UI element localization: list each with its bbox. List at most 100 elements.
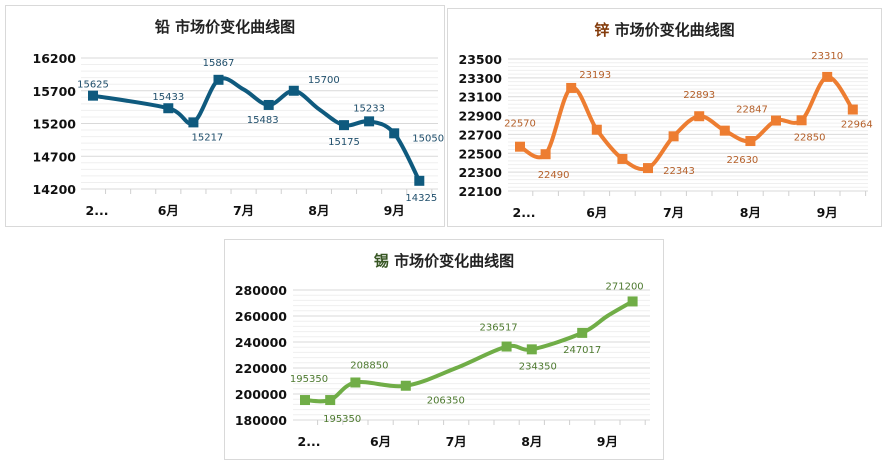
tin-plot: 180000 200000 220000 240000 260000 280000 2...…: [235, 281, 650, 449]
x-tick-label: 9月: [384, 203, 405, 218]
y-tick-label: 22100: [459, 184, 503, 199]
data-point-marker: [188, 117, 199, 128]
x-tick-label: 6月: [158, 203, 179, 218]
data-label: 247017: [563, 345, 601, 356]
data-label: 15700: [308, 75, 340, 86]
data-point-marker: [288, 85, 299, 96]
y-tick-label: 23300: [459, 71, 503, 86]
data-label: 15050: [412, 133, 444, 144]
data-label: 271200: [606, 281, 644, 292]
data-label: 234350: [519, 361, 557, 372]
data-label: 15483: [247, 115, 279, 126]
y-tick-label: 14200: [33, 182, 77, 197]
data-point-marker: [668, 131, 679, 142]
y-tick-label: 14700: [33, 149, 77, 164]
data-point-marker: [796, 115, 807, 126]
y-tick-label: 23500: [459, 52, 503, 67]
x-tick-label: 6月: [586, 205, 607, 220]
data-point-marker: [591, 124, 602, 135]
data-label: 23193: [579, 70, 611, 81]
data-point-marker: [822, 71, 833, 82]
data-point-marker: [566, 82, 577, 93]
data-label: 14325: [405, 193, 437, 204]
x-tick-label: 7月: [663, 205, 684, 220]
x-tick-label: 8月: [740, 205, 761, 220]
data-point-marker: [847, 104, 858, 115]
x-tick-label: 9月: [597, 434, 618, 449]
series-line: [303, 299, 635, 404]
lead-plot: 14200 14700 15200 15700 16200 2... 6月 7月 8月 9月 156…: [33, 51, 445, 218]
title-metal: 锌: [594, 21, 610, 39]
data-point-marker: [400, 380, 411, 391]
data-point-marker: [694, 111, 705, 122]
y-tick-label: 22900: [459, 109, 503, 124]
data-point-marker: [364, 116, 375, 127]
data-label: 15625: [77, 80, 109, 91]
y-tick-label: 22300: [459, 165, 503, 180]
data-point-marker: [263, 99, 274, 110]
data-point-marker: [577, 327, 588, 338]
zinc-plot: 22100 22300 22500 22700 22900 23100 23300 23500…: [459, 51, 873, 220]
data-point-marker: [617, 153, 628, 164]
data-point-marker: [213, 74, 224, 85]
y-tick-label: 240000: [235, 335, 287, 350]
chart-title: 铅 市场价变化曲线图: [6, 16, 444, 37]
data-label: 15433: [152, 92, 184, 103]
data-label: 208850: [350, 360, 388, 371]
data-label: 22847: [736, 105, 768, 116]
data-label: 23310: [811, 51, 843, 62]
data-point-marker: [627, 296, 638, 307]
data-point-marker: [163, 103, 174, 114]
data-point-marker: [515, 141, 525, 152]
data-label: 22964: [841, 120, 873, 131]
data-label: 195350: [323, 414, 361, 425]
data-point-marker: [719, 125, 730, 136]
data-point-marker: [643, 163, 653, 174]
y-tick-label: 15200: [33, 117, 77, 132]
data-label: 22893: [683, 90, 715, 101]
data-label: 15233: [353, 103, 385, 114]
data-point-marker: [389, 128, 400, 139]
title-rest: 市场价变化曲线图: [388, 252, 515, 270]
data-point-marker: [350, 377, 361, 388]
data-point-marker: [339, 120, 349, 131]
chart-title: 锡 市场价变化曲线图: [225, 250, 663, 271]
y-tick-label: 15700: [33, 84, 77, 99]
lead-price-chart: 铅 市场价变化曲线图 14200 14700 15200 15700 16200 2...…: [5, 5, 445, 227]
data-label: 22570: [504, 119, 536, 130]
y-tick-label: 280000: [235, 283, 287, 298]
y-tick-label: 23100: [459, 90, 503, 105]
data-label: 236517: [480, 323, 518, 334]
x-tick-label: 8月: [521, 434, 542, 449]
data-label: 195350: [290, 374, 328, 385]
data-point-marker: [88, 90, 98, 101]
x-tick-label: 6月: [370, 434, 391, 449]
zinc-price-chart: 锌 市场价变化曲线图 22100 22300 22500 22700 22900 2310…: [447, 8, 882, 227]
data-point-marker: [771, 115, 781, 126]
data-label: 22490: [538, 170, 570, 181]
y-tick-label: 180000: [235, 413, 287, 428]
data-label: 22630: [726, 155, 758, 166]
y-tick-label: 220000: [235, 361, 287, 376]
data-point-marker: [300, 395, 310, 406]
data-label: 15867: [203, 58, 235, 69]
x-tick-label: 8月: [308, 203, 329, 218]
y-tick-label: 22500: [459, 146, 503, 161]
title-rest: 市场价变化曲线图: [609, 21, 735, 39]
data-label: 15175: [328, 137, 360, 148]
data-label: 15217: [191, 132, 223, 143]
tin-price-chart: 锡 市场价变化曲线图 180000 200000 220000 240000 26000…: [224, 239, 664, 460]
data-point-marker: [540, 149, 551, 160]
title-metal: 锡: [373, 252, 389, 270]
data-label: 22850: [794, 132, 826, 143]
title-rest: 市场价变化曲线图: [169, 18, 296, 36]
x-tick-label: 7月: [446, 434, 467, 449]
y-tick-label: 22700: [459, 127, 503, 142]
x-tick-label: 9月: [817, 205, 838, 220]
title-metal: 铅: [154, 18, 170, 36]
data-point-marker: [745, 136, 756, 147]
chart-title: 锌 市场价变化曲线图: [448, 19, 881, 40]
y-tick-label: 200000: [235, 387, 287, 402]
data-point-marker: [325, 395, 336, 406]
x-tick-label: 7月: [233, 203, 254, 218]
